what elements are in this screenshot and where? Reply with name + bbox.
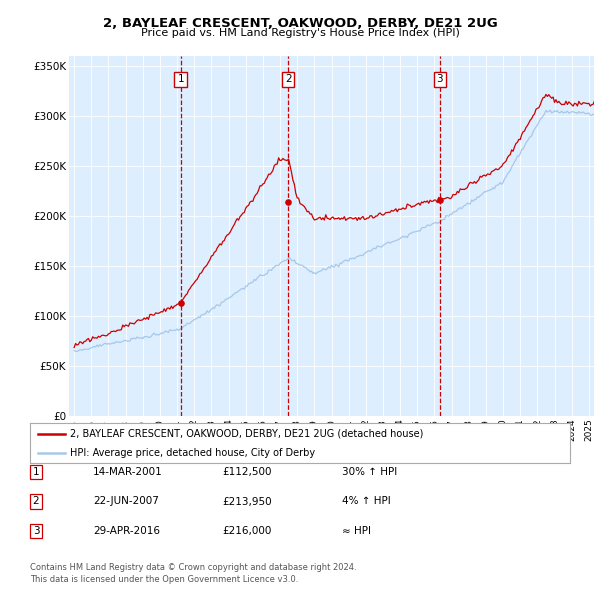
- Text: HPI: Average price, detached house, City of Derby: HPI: Average price, detached house, City…: [71, 448, 316, 458]
- Text: Contains HM Land Registry data © Crown copyright and database right 2024.: Contains HM Land Registry data © Crown c…: [30, 563, 356, 572]
- Text: £216,000: £216,000: [222, 526, 271, 536]
- Point: [435, 195, 445, 205]
- Text: ≈ HPI: ≈ HPI: [342, 526, 371, 536]
- Text: Price paid vs. HM Land Registry's House Price Index (HPI): Price paid vs. HM Land Registry's House …: [140, 28, 460, 38]
- Text: 1: 1: [32, 467, 40, 477]
- Text: 2, BAYLEAF CRESCENT, OAKWOOD, DERBY, DE21 2UG: 2, BAYLEAF CRESCENT, OAKWOOD, DERBY, DE2…: [103, 17, 497, 30]
- Text: 2, BAYLEAF CRESCENT, OAKWOOD, DERBY, DE21 2UG (detached house): 2, BAYLEAF CRESCENT, OAKWOOD, DERBY, DE2…: [71, 429, 424, 439]
- Text: £213,950: £213,950: [222, 497, 272, 506]
- Text: 3: 3: [32, 526, 40, 536]
- Point: [283, 197, 293, 206]
- Text: 1: 1: [178, 74, 184, 84]
- Text: This data is licensed under the Open Government Licence v3.0.: This data is licensed under the Open Gov…: [30, 575, 298, 584]
- Text: 22-JUN-2007: 22-JUN-2007: [93, 497, 159, 506]
- Text: 4% ↑ HPI: 4% ↑ HPI: [342, 497, 391, 506]
- Point: [176, 299, 185, 308]
- Text: 3: 3: [437, 74, 443, 84]
- Text: 2: 2: [285, 74, 292, 84]
- Text: £112,500: £112,500: [222, 467, 271, 477]
- Text: 14-MAR-2001: 14-MAR-2001: [93, 467, 163, 477]
- Text: 2: 2: [32, 497, 40, 506]
- Text: 30% ↑ HPI: 30% ↑ HPI: [342, 467, 397, 477]
- Text: 29-APR-2016: 29-APR-2016: [93, 526, 160, 536]
